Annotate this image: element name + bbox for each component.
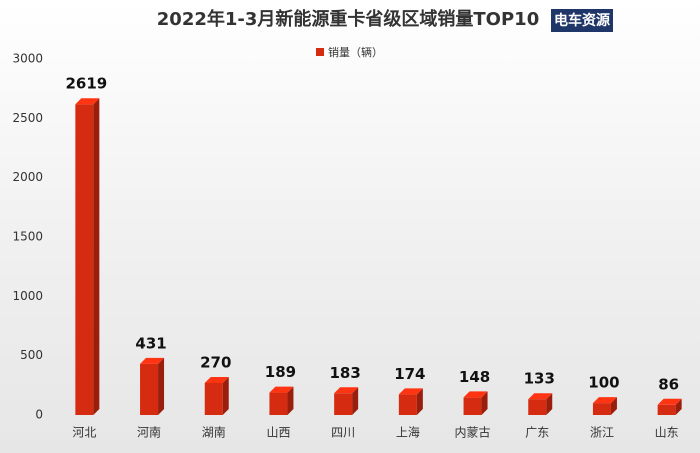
bar-top bbox=[592, 397, 617, 404]
bar-top bbox=[528, 393, 553, 400]
y-tick-label: 1500 bbox=[12, 230, 43, 244]
x-tick-label: 四川 bbox=[331, 426, 355, 440]
chart-title: 2022年1-3月新能源重卡省级区域销量TOP10 bbox=[157, 8, 539, 30]
x-tick-label: 河南 bbox=[137, 425, 161, 440]
data-label: 100 bbox=[588, 374, 619, 392]
bar-side bbox=[675, 398, 682, 415]
y-tick-label: 0 bbox=[35, 408, 43, 422]
data-label: 86 bbox=[658, 375, 679, 393]
bar-side bbox=[158, 357, 165, 415]
y-tick-label: 1000 bbox=[12, 289, 43, 303]
bar bbox=[592, 403, 611, 415]
bar bbox=[657, 404, 676, 415]
x-tick-label: 河北 bbox=[72, 426, 96, 440]
bar bbox=[528, 399, 547, 415]
bar bbox=[269, 392, 288, 415]
bar bbox=[334, 393, 353, 415]
y-tick-label: 3000 bbox=[12, 52, 43, 66]
bar bbox=[75, 104, 94, 415]
legend-swatch bbox=[316, 48, 324, 56]
bar-side bbox=[481, 391, 488, 415]
bar-side bbox=[222, 376, 229, 415]
bar-top bbox=[463, 391, 488, 398]
data-label: 189 bbox=[265, 363, 296, 381]
bar bbox=[463, 397, 482, 415]
bar-side bbox=[287, 386, 294, 415]
logo-box bbox=[551, 9, 613, 32]
x-tick-label: 内蒙古 bbox=[455, 425, 491, 440]
data-label: 148 bbox=[459, 368, 490, 386]
bar-top bbox=[657, 398, 682, 405]
data-label: 174 bbox=[394, 365, 425, 383]
x-tick-label: 广东 bbox=[525, 426, 549, 440]
data-label: 2619 bbox=[65, 75, 107, 93]
bar bbox=[398, 394, 417, 415]
bar-side bbox=[546, 393, 553, 415]
x-tick-label: 山西 bbox=[266, 426, 290, 440]
bar-top bbox=[398, 388, 423, 395]
y-tick-label: 500 bbox=[20, 348, 43, 362]
bar-side bbox=[352, 387, 359, 415]
bar-top bbox=[75, 98, 100, 105]
data-label: 133 bbox=[524, 370, 555, 388]
data-label: 270 bbox=[200, 353, 231, 371]
bar-top bbox=[140, 357, 165, 364]
data-label: 183 bbox=[329, 364, 360, 382]
bar-side bbox=[610, 397, 617, 415]
legend-label: 销量（辆） bbox=[328, 45, 383, 59]
data-label: 431 bbox=[135, 334, 166, 352]
bar-side bbox=[93, 98, 100, 415]
x-tick-label: 上海 bbox=[396, 425, 420, 440]
x-tick-label: 湖南 bbox=[202, 425, 226, 440]
bar bbox=[140, 363, 159, 415]
x-tick-label: 山东 bbox=[655, 426, 679, 440]
y-tick-label: 2000 bbox=[12, 170, 43, 184]
bar-side bbox=[416, 388, 423, 415]
y-tick-label: 2500 bbox=[12, 111, 43, 125]
logo: 电车资源 bbox=[554, 12, 610, 29]
bar-top bbox=[334, 387, 359, 394]
bar bbox=[204, 382, 223, 415]
x-tick-label: 浙江 bbox=[590, 426, 614, 440]
bar-top bbox=[269, 386, 294, 393]
bar-top bbox=[204, 376, 229, 383]
